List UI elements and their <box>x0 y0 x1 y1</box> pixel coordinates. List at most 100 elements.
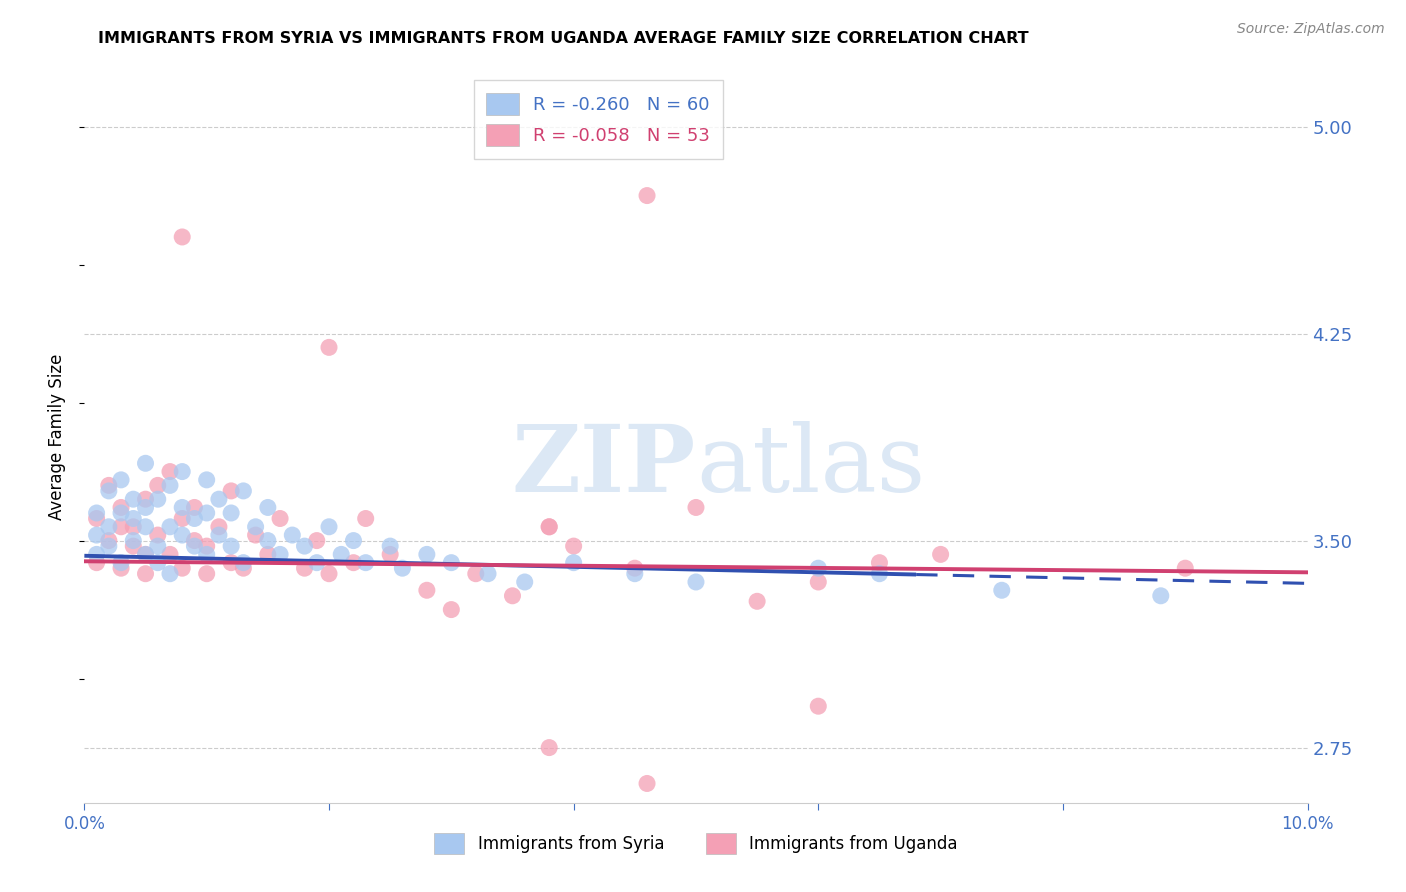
Point <box>86 528 108 542</box>
Point <box>172 561 194 575</box>
Point <box>232 556 254 570</box>
Point <box>342 556 364 570</box>
Point <box>183 539 205 553</box>
Point <box>380 548 402 562</box>
Point <box>146 556 169 570</box>
Point <box>110 556 132 570</box>
Point <box>294 539 316 553</box>
Point <box>97 483 120 498</box>
Point <box>342 533 364 548</box>
Point <box>86 556 108 570</box>
Point <box>122 533 145 548</box>
Point <box>219 539 242 553</box>
Text: atlas: atlas <box>696 421 925 511</box>
Point <box>807 561 830 575</box>
Point <box>219 506 242 520</box>
Legend: Immigrants from Syria, Immigrants from Uganda: Immigrants from Syria, Immigrants from U… <box>427 827 965 860</box>
Point <box>208 528 231 542</box>
Point <box>135 492 157 507</box>
Point <box>97 520 120 534</box>
Point <box>172 230 194 244</box>
Point <box>146 478 169 492</box>
Point <box>122 539 145 553</box>
Point <box>195 539 218 553</box>
Point <box>208 520 231 534</box>
Point <box>464 566 486 581</box>
Point <box>869 566 891 581</box>
Point <box>685 574 707 589</box>
Point <box>562 539 585 553</box>
Point <box>636 188 658 202</box>
Point <box>195 566 218 581</box>
Point <box>122 492 145 507</box>
Point <box>159 465 181 479</box>
Point <box>135 548 157 562</box>
Point <box>440 556 463 570</box>
Point <box>110 500 132 515</box>
Point <box>502 589 524 603</box>
Point <box>86 506 108 520</box>
Point <box>305 556 328 570</box>
Point <box>183 500 205 515</box>
Point <box>538 520 561 534</box>
Text: IMMIGRANTS FROM SYRIA VS IMMIGRANTS FROM UGANDA AVERAGE FAMILY SIZE CORRELATION : IMMIGRANTS FROM SYRIA VS IMMIGRANTS FROM… <box>98 31 1029 46</box>
Point <box>195 473 218 487</box>
Point <box>172 511 194 525</box>
Point <box>159 478 181 492</box>
Text: ZIP: ZIP <box>512 421 696 511</box>
Point <box>135 520 157 534</box>
Point <box>219 556 242 570</box>
Point <box>245 520 267 534</box>
Point <box>257 500 280 515</box>
Point <box>807 574 830 589</box>
Point <box>562 556 585 570</box>
Point <box>294 561 316 575</box>
Point <box>269 548 291 562</box>
Point <box>636 776 658 790</box>
Point <box>747 594 769 608</box>
Point <box>110 506 132 520</box>
Point <box>685 500 707 515</box>
Point <box>416 548 439 562</box>
Point <box>146 539 169 553</box>
Point <box>232 483 254 498</box>
Point <box>257 548 280 562</box>
Point <box>135 548 157 562</box>
Point <box>245 528 267 542</box>
Point <box>159 566 181 581</box>
Point <box>416 583 439 598</box>
Point <box>869 556 891 570</box>
Point <box>208 492 231 507</box>
Point <box>477 566 499 581</box>
Point <box>122 511 145 525</box>
Point <box>97 539 120 553</box>
Point <box>110 473 132 487</box>
Y-axis label: Average Family Size: Average Family Size <box>48 354 66 520</box>
Point <box>86 548 108 562</box>
Point <box>624 566 647 581</box>
Point <box>135 456 157 470</box>
Point <box>146 528 169 542</box>
Point <box>159 520 181 534</box>
Point <box>538 520 561 534</box>
Text: Source: ZipAtlas.com: Source: ZipAtlas.com <box>1237 22 1385 37</box>
Point <box>380 539 402 553</box>
Point <box>135 500 157 515</box>
Point <box>440 602 463 616</box>
Point <box>391 561 413 575</box>
Point <box>97 533 120 548</box>
Point <box>1174 561 1197 575</box>
Point <box>86 511 108 525</box>
Point <box>122 520 145 534</box>
Point <box>146 492 169 507</box>
Point <box>159 548 181 562</box>
Point <box>330 548 353 562</box>
Point <box>172 528 194 542</box>
Point <box>195 548 218 562</box>
Point <box>991 583 1014 598</box>
Point <box>318 566 340 581</box>
Point <box>305 533 328 548</box>
Point <box>183 533 205 548</box>
Point <box>195 506 218 520</box>
Point <box>183 511 205 525</box>
